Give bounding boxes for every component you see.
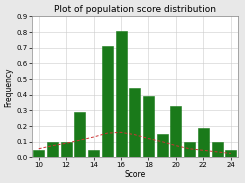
- Bar: [102, 46, 113, 157]
- Bar: [184, 142, 195, 157]
- Title: Plot of population score distribution: Plot of population score distribution: [54, 5, 216, 14]
- Bar: [212, 142, 222, 157]
- Bar: [61, 142, 72, 157]
- Bar: [129, 89, 140, 157]
- Bar: [74, 112, 85, 157]
- Bar: [143, 96, 154, 157]
- Bar: [198, 128, 209, 157]
- Bar: [116, 31, 126, 157]
- Bar: [88, 150, 99, 157]
- Y-axis label: Frequency: Frequency: [5, 67, 14, 107]
- Bar: [157, 134, 168, 157]
- Bar: [171, 106, 181, 157]
- Bar: [33, 150, 44, 157]
- X-axis label: Score: Score: [124, 170, 145, 179]
- Bar: [225, 150, 236, 157]
- Bar: [47, 142, 58, 157]
